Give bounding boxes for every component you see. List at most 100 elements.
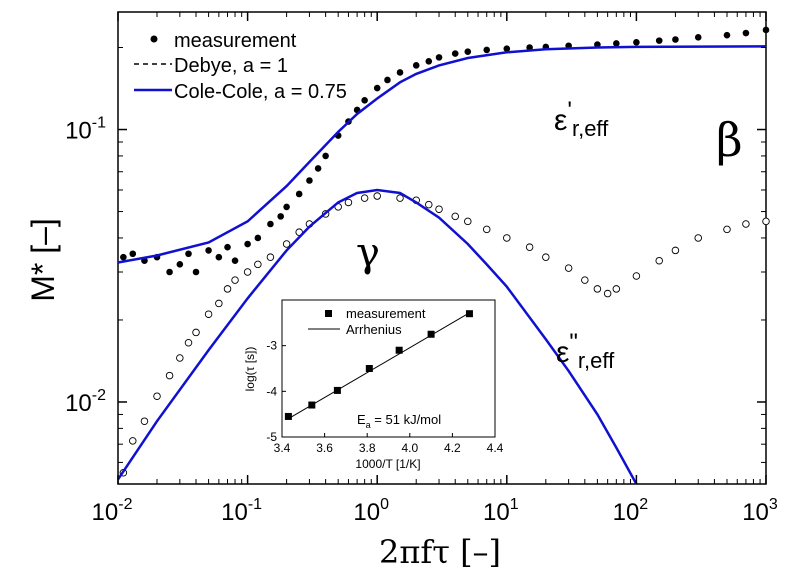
real-measurement-point xyxy=(267,220,274,228)
y-tick-label: 10-2 xyxy=(65,387,106,417)
inset-measurement-point xyxy=(284,412,292,420)
real-measurement-point xyxy=(322,152,329,160)
real-measurement-point xyxy=(723,31,731,39)
inset-measurement-point xyxy=(365,365,373,372)
imaginary-measurement-point xyxy=(165,371,174,380)
real-measurement-point xyxy=(166,268,173,276)
real-measurement-point xyxy=(361,97,368,104)
x-tick-label: 100 xyxy=(353,496,389,526)
imaginary-measurement-point xyxy=(593,285,602,293)
y-tick-label: 10-1 xyxy=(65,115,106,145)
legend-label-measurement: measurement xyxy=(174,30,297,52)
imaginary-measurement-point xyxy=(215,299,223,308)
real-measurement-point xyxy=(526,44,533,51)
inset-y-axis-label: log(τ [s]) xyxy=(243,347,257,392)
legend: measurement Debye, a = 1 Cole-Cole, a = … xyxy=(134,30,347,103)
inset-frame xyxy=(281,299,496,438)
real-measurement-point xyxy=(283,203,290,211)
gamma-label: γ xyxy=(356,230,380,276)
x-tick-label: 103 xyxy=(742,496,778,526)
inset-x-tick-label: 4.0 xyxy=(401,441,418,455)
imaginary-measurement-point xyxy=(266,253,275,261)
imaginary-measurement-point xyxy=(184,338,193,347)
real-measurement-point xyxy=(694,34,702,41)
inset-arrhenius-line xyxy=(288,312,470,420)
real-measurement-point xyxy=(205,247,212,254)
imaginary-measurement-point xyxy=(655,256,663,265)
real-measurement-point xyxy=(762,26,770,34)
inset-x-tick-label: 4.2 xyxy=(444,441,461,455)
real-measurement-point xyxy=(483,46,491,54)
imaginary-measurement-point xyxy=(671,246,680,255)
x-axis-label: 2πfτ [–] xyxy=(379,533,501,571)
inset-y-tick-label: -3 xyxy=(266,339,277,353)
inset-measurement-point xyxy=(308,401,316,409)
real-measurement-point xyxy=(231,257,239,265)
x-tick-label: 101 xyxy=(483,496,519,526)
imaginary-measurement-point xyxy=(282,240,291,248)
cole-cole-real-line xyxy=(117,45,767,264)
real-measurement-point xyxy=(224,243,231,251)
imaginary-measurement-point xyxy=(344,198,353,207)
imaginary-measurement-point xyxy=(231,276,239,284)
real-measurement-point xyxy=(277,213,284,220)
imaginary-measurement-point xyxy=(153,392,161,400)
real-measurement-point xyxy=(384,76,391,84)
real-measurement-point xyxy=(742,29,750,37)
imaginary-measurement-point xyxy=(694,234,702,242)
real-measurement-point xyxy=(613,40,620,47)
inset-legend-marker-square xyxy=(325,310,332,317)
imaginary-measurement-point xyxy=(464,217,472,226)
imaginary-measurement-point xyxy=(360,194,369,202)
inset-chart: 3.4 3.6 3.8 4.0 4.2 4.4 -5 -4 -3 1000/T [1/K] lo… xyxy=(243,299,504,471)
imaginary-measurement-point xyxy=(204,310,213,318)
inset-legend-label-measurement: measurement xyxy=(346,306,426,321)
real-measurement-point xyxy=(295,190,303,198)
real-measurement-point xyxy=(425,57,433,65)
imaginary-measurement-point xyxy=(632,272,641,280)
imaginary-measurement-point xyxy=(503,234,511,242)
inset-content: 3.4 3.6 3.8 4.0 4.2 4.4 -5 -4 -3 xyxy=(266,310,504,455)
imaginary-measurement-point xyxy=(723,225,731,234)
real-measurement-point xyxy=(464,48,472,56)
imaginary-measurement-point xyxy=(762,217,770,226)
imaginary-measurement-point xyxy=(742,220,750,228)
imaginary-measurement-point xyxy=(542,253,550,261)
real-measurement-point xyxy=(306,177,313,184)
imaginary-measurement-point xyxy=(603,289,612,298)
real-measurement-point xyxy=(244,240,251,248)
real-measurement-point xyxy=(451,50,459,57)
real-measurement-point xyxy=(192,268,200,276)
real-measurement-point xyxy=(412,62,420,69)
real-measurement-point xyxy=(503,45,511,52)
x-tick-label: 102 xyxy=(613,496,649,526)
real-measurement-point xyxy=(396,69,404,76)
inset-x-tick-label: 3.8 xyxy=(359,441,376,455)
inset-legend-label-arrhenius: Arrhenius xyxy=(346,322,402,337)
real-measurement-point xyxy=(254,234,262,242)
imaginary-measurement-point xyxy=(425,200,433,209)
imaginary-measurement-point xyxy=(243,268,252,276)
imaginary-measurement-point xyxy=(192,328,200,337)
imaginary-measurement-point xyxy=(525,243,534,251)
x-tick-label: 10-2 xyxy=(92,496,133,526)
imaginary-measurement-point xyxy=(581,276,589,284)
imaginary-measurement-point xyxy=(223,285,232,293)
imaginary-measurement-point xyxy=(612,285,621,293)
real-measurement-point xyxy=(633,39,640,46)
imaginary-measurement-point xyxy=(451,212,459,221)
inset-measurement-point xyxy=(333,386,341,394)
inset-y-tick-label: -4 xyxy=(266,384,277,398)
cole-cole-fit-lines xyxy=(116,45,767,485)
inset-activation-energy: Ea = 51 kJ/mol xyxy=(357,412,441,430)
real-measurement-point xyxy=(129,250,137,258)
inset-y-tick-label: -5 xyxy=(266,430,277,444)
eps-real-label: ε'r,eff xyxy=(554,97,609,141)
eps-imag-label: ε"r,eff xyxy=(556,329,615,373)
real-measurement-point xyxy=(120,253,127,261)
imaginary-measurement-point xyxy=(140,417,149,425)
main-axes: 10-2 10-1 100 101 102 103 10-2 10-1 xyxy=(65,12,778,526)
inset-measurement-point xyxy=(465,310,473,318)
plot-frame xyxy=(117,11,767,485)
legend-label-debye: Debye, a = 1 xyxy=(174,55,288,77)
